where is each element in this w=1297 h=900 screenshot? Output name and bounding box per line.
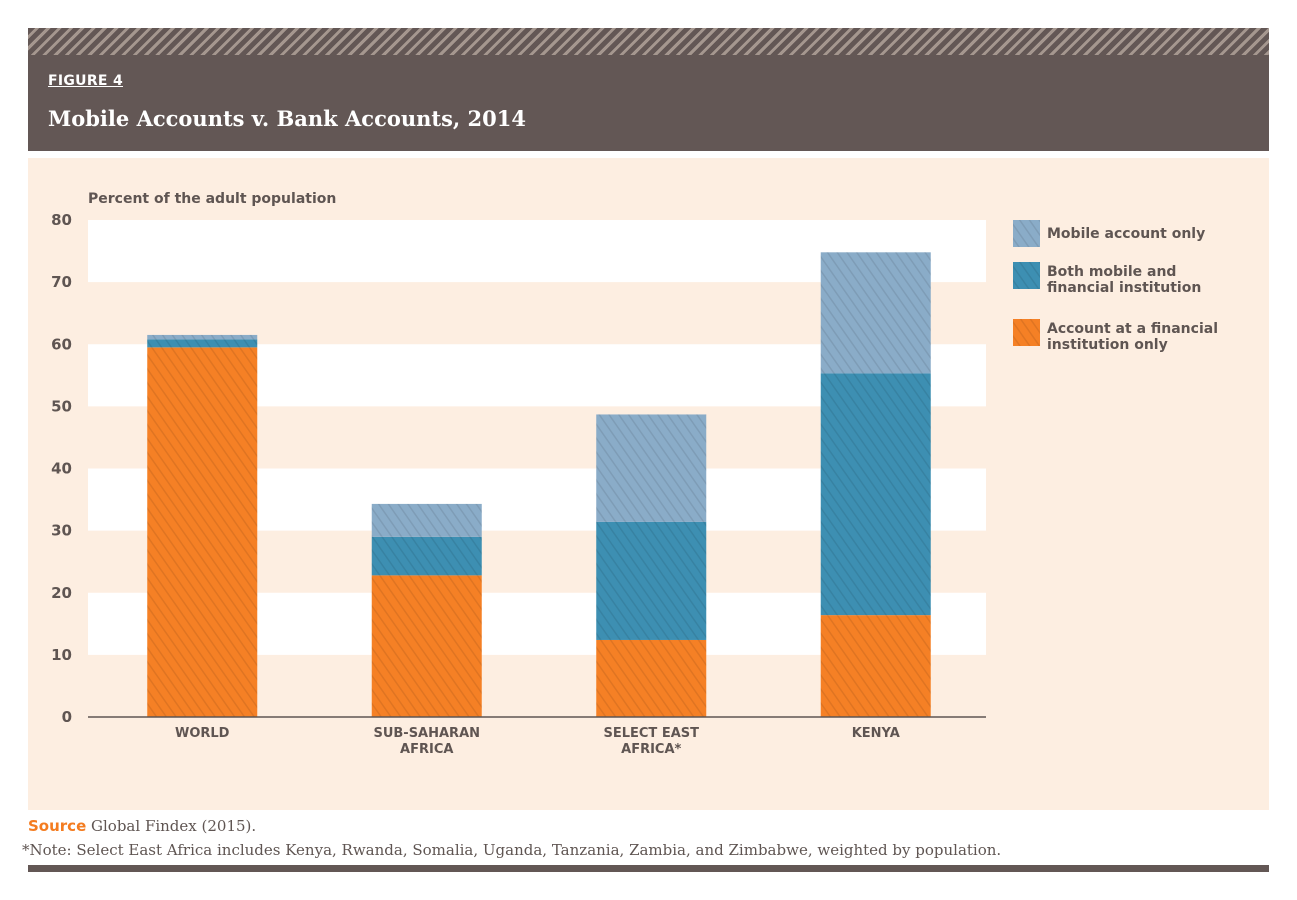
bottom-rule — [28, 865, 1269, 872]
legend-swatch-hatch — [1013, 319, 1040, 346]
y-axis-title: Percent of the adult population — [88, 191, 336, 207]
bar-segment-hatch — [820, 252, 931, 374]
header-stripe-band — [28, 28, 1269, 55]
legend-label: institution only — [1047, 337, 1168, 353]
legend-label: financial institution — [1047, 280, 1201, 296]
note-line: *Note: Select East Africa includes Kenya… — [22, 841, 1002, 859]
x-tick-label: SELECT EAST — [603, 726, 699, 741]
legend-swatch-hatch — [1013, 262, 1040, 289]
bar-segment-hatch — [371, 575, 482, 717]
bar-segment-hatch — [820, 615, 931, 717]
bar-segment-hatch — [596, 521, 707, 640]
x-tick-label: AFRICA* — [621, 742, 681, 757]
x-tick-label: KENYA — [852, 726, 900, 741]
source-label: Source — [28, 817, 87, 835]
y-tick-label: 30 — [51, 522, 72, 540]
figure-title: Mobile Accounts v. Bank Accounts, 2014 — [48, 106, 527, 131]
x-tick-label: WORLD — [175, 726, 230, 741]
legend-label: Mobile account only — [1047, 226, 1205, 242]
bar-segment-hatch — [596, 639, 707, 717]
y-tick-label: 10 — [51, 646, 72, 664]
bar-segment-hatch — [147, 347, 258, 717]
y-tick-label: 70 — [51, 273, 72, 291]
bar-segment-hatch — [371, 536, 482, 576]
figure-label: FIGURE 4 — [48, 73, 123, 89]
x-tick-label: AFRICA — [400, 742, 453, 757]
chart-panel: WORLD SUB-SAHARAN AFRICA SELECT EAST AFRICA*… — [28, 158, 1269, 810]
x-tick-label: SUB-SAHARAN — [373, 726, 480, 741]
bar-segment-hatch — [596, 414, 707, 522]
legend-swatch-hatch — [1013, 220, 1040, 247]
bar-segment-hatch — [820, 373, 931, 616]
bar-segment-hatch — [147, 334, 258, 340]
y-tick-label: 80 — [51, 211, 72, 229]
legend-label: Both mobile and — [1047, 264, 1176, 280]
figure-header: FIGURE 4 Mobile Accounts v. Bank Account… — [28, 28, 1269, 151]
y-tick-label: 20 — [51, 584, 72, 602]
bar-segment-hatch — [147, 339, 258, 348]
y-tick-label: 40 — [51, 460, 72, 478]
y-tick-label: 50 — [51, 397, 72, 415]
y-tick-label: 0 — [62, 708, 72, 726]
legend-label: Account at a financial — [1047, 321, 1218, 337]
source-line: Source Global Findex (2015). — [28, 817, 256, 835]
source-text: Global Findex (2015). — [86, 817, 257, 835]
y-tick-label: 60 — [51, 335, 72, 353]
bar-segment-hatch — [371, 503, 482, 537]
